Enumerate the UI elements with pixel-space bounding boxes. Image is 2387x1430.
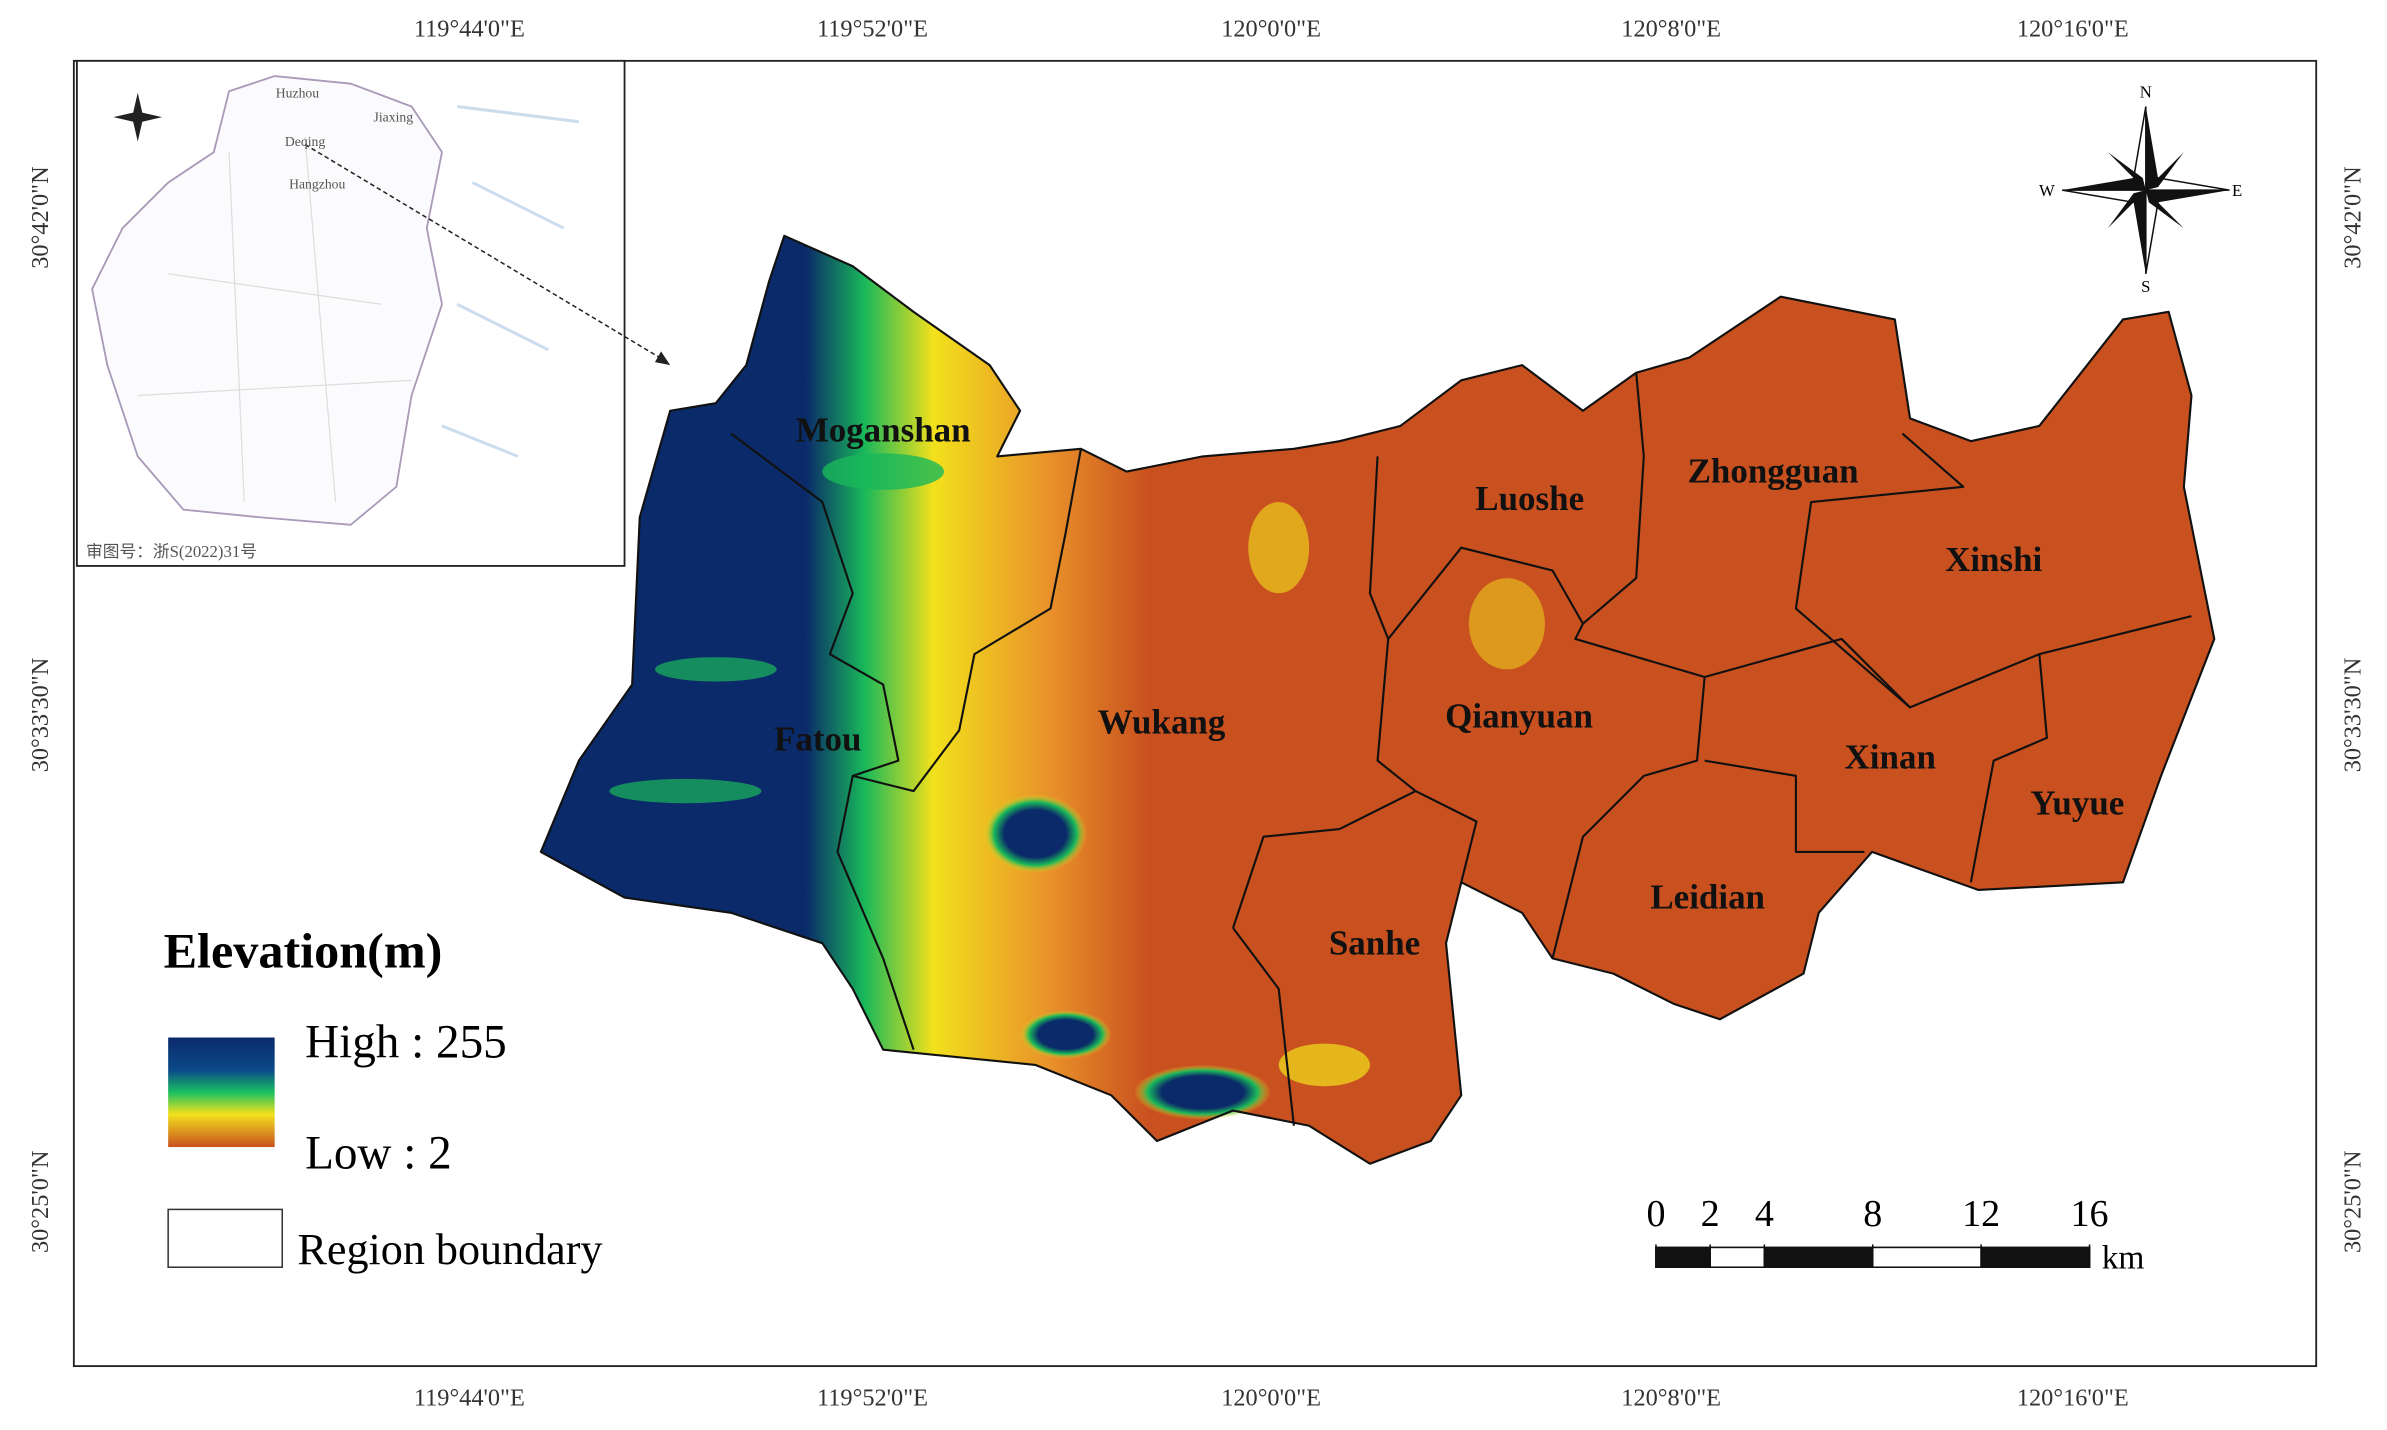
compass-w: W [2039,181,2055,200]
scale-bar-segment [1655,1246,1711,1268]
legend-high: High : 255 [305,1016,507,1068]
scale-bar-segment [1709,1246,1766,1268]
bottom-longitude: 120°16'0"E [2017,1385,2129,1412]
bottom-longitude: 120°0'0"E [1221,1385,1321,1412]
boundary-line [1969,654,2049,883]
inset-province [91,75,443,526]
region-label: Xinan [1845,738,1936,777]
boundary-line [1704,759,1865,853]
scale-bar-label: 16 [2071,1193,2109,1235]
elevation-patch [654,657,777,682]
boundary-line [1232,789,1478,929]
inset-coast [441,104,580,458]
inset-compass [113,92,163,142]
legend-title: Elevation(m) [164,923,443,979]
elevation-patch [1248,502,1310,594]
elevation-patch [983,794,1088,874]
top-longitude: 120°8'0"E [1621,16,1721,43]
right-latitude: 30°25'0"N [2339,1150,2366,1253]
left-latitude: 30°42'0"N [27,166,54,269]
legend-boundary-swatch [167,1208,284,1268]
region-label: Leidian [1650,878,1765,917]
region-label: Xinshi [1945,540,2042,579]
elevation-patch [1020,1010,1112,1059]
scale-bar-label: 0 [1646,1193,1665,1235]
region-boundaries [539,234,2216,1165]
legend-boundary: Region boundary [297,1225,602,1274]
scale-bar-unit: km [2102,1240,2145,1277]
bottom-longitude: 120°8'0"E [1621,1385,1721,1412]
compass-s: S [2141,277,2150,296]
region-label: Moganshan [796,411,971,450]
inset-arrowhead [654,351,671,366]
region-label: Sanhe [1329,923,1420,962]
inset-label: Hangzhou [289,177,345,192]
region-label: Wukang [1098,703,1226,742]
inset-map [75,59,671,567]
scale-bar-label: 2 [1701,1193,1720,1235]
boundary-line [852,448,1082,793]
scale-bar-segment [1980,1246,2091,1268]
scale-bar-label: 4 [1755,1193,1774,1235]
scale-bar-label: 8 [1863,1193,1882,1235]
left-latitude: 30°33'30"N [27,657,54,772]
boundary-line [1551,372,1706,959]
inset-arrow [304,143,668,363]
left-latitude: 30°25'0"N [27,1150,54,1253]
scale-bar-segment [1763,1246,1874,1268]
elevation-area [540,235,2215,1164]
elevation-patch [822,453,945,490]
elevation-patch [1134,1064,1272,1120]
region-label: Yuyue [2030,783,2124,822]
compass-e: E [2232,181,2242,200]
right-latitude: 30°33'30"N [2339,657,2366,772]
elevation-patch [1278,1043,1370,1087]
boundary-line [730,432,915,1051]
bottom-longitude: 119°52'0"E [817,1385,928,1412]
inset-approval: 审图号：浙S(2022)31号 [86,542,257,561]
elevation-patch [609,778,762,804]
inset-label: Deqing [285,134,325,149]
boundary-line [1704,615,2192,709]
top-longitude: 119°44'0"E [414,16,525,43]
outer-boundary [539,234,2216,1165]
right-latitude: 30°42'0"N [2339,166,2366,269]
inset-label: Jiaxing [374,110,414,125]
top-longitude: 120°16'0"E [2017,16,2129,43]
compass-n: N [2140,82,2152,101]
top-longitude: 120°0'0"E [1221,16,1321,43]
region-label: Luoshe [1475,479,1584,518]
region-label: Fatou [774,719,861,758]
scale-bar-label: 12 [1962,1193,2000,1235]
legend-low: Low : 2 [305,1127,452,1179]
north-arrow [2062,106,2230,274]
region-label: Zhongguan [1688,452,1859,491]
boundary-line [1232,927,1295,1126]
bottom-longitude: 119°44'0"E [414,1385,525,1412]
top-longitude: 119°52'0"E [817,16,928,43]
inset-divisions [137,136,412,503]
boundary-line [1387,546,1584,640]
scale-bar-segment [1871,1246,1982,1268]
legend-gradient [168,1037,275,1148]
region-label: Qianyuan [1445,697,1593,736]
elevation-patch [1468,578,1545,670]
inset-label: Huzhou [276,85,319,100]
